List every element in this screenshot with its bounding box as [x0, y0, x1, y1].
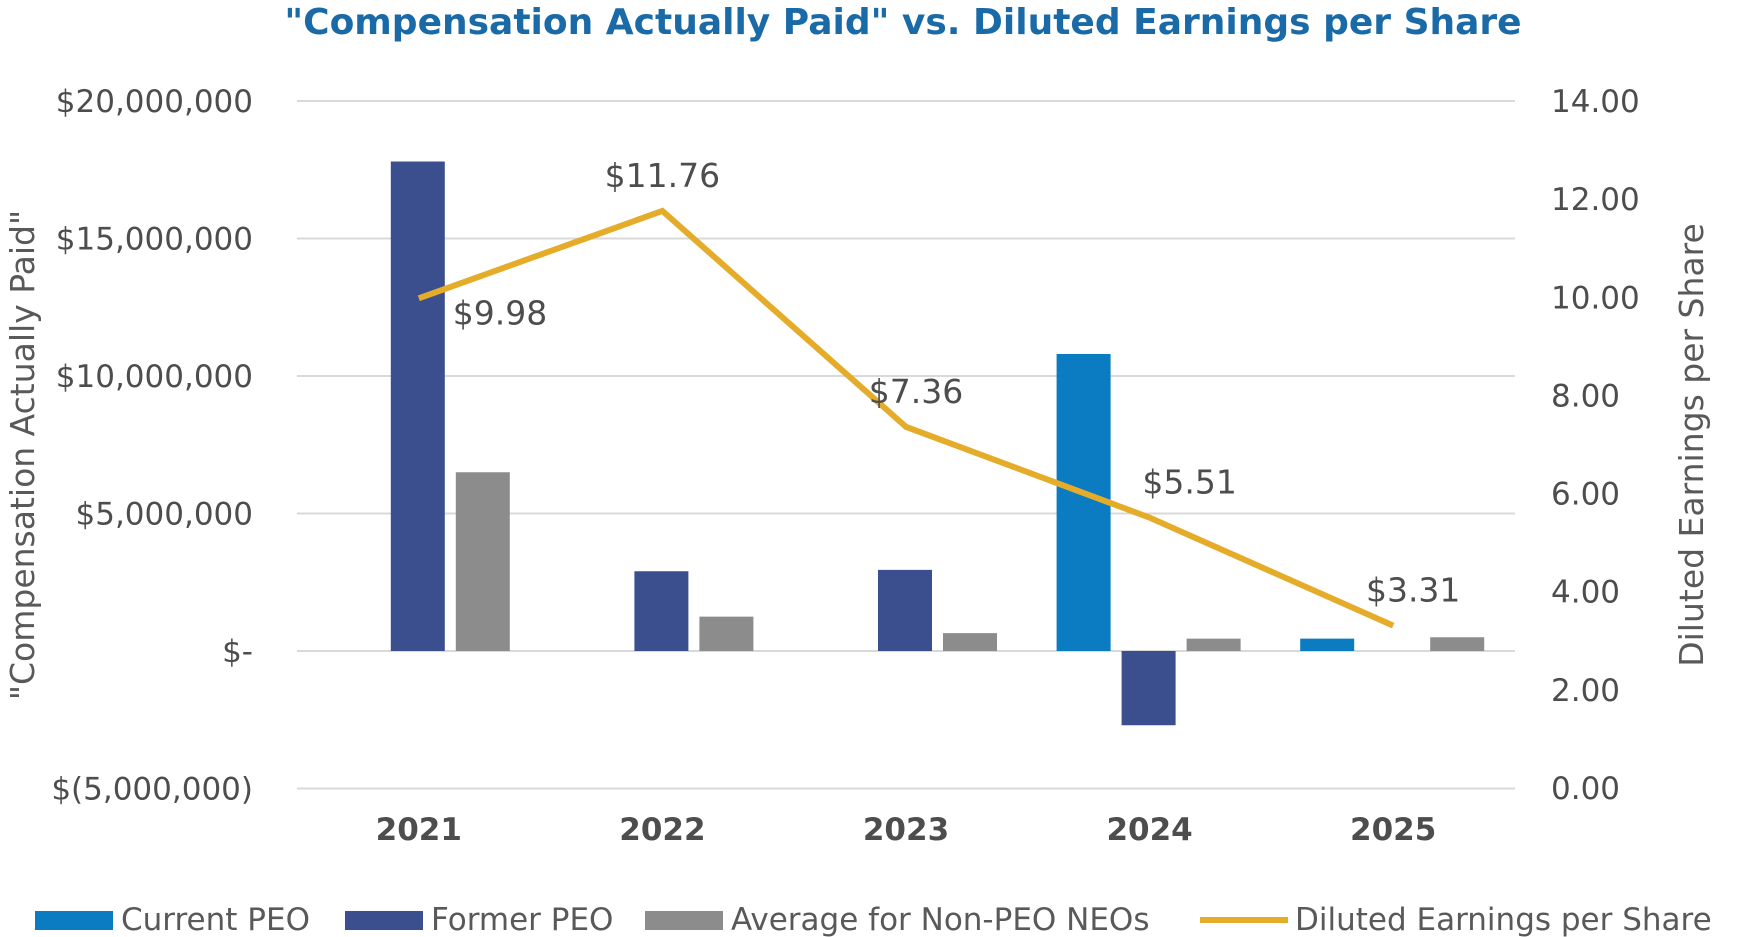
legend-swatch: [645, 911, 723, 930]
bar: [1121, 651, 1176, 726]
bar: [699, 616, 754, 651]
legend: Current PEO Former PEO Average for Non-PEO…: [35, 902, 1712, 937]
x-tick-label: 2025: [1350, 812, 1436, 848]
bar: [1186, 638, 1241, 651]
legend-label: Current PEO: [121, 902, 310, 937]
bar: [878, 569, 932, 651]
y-tick-label: $-: [222, 634, 253, 670]
x-tick-label: 2023: [863, 812, 949, 848]
data-label: $7.36: [869, 372, 963, 411]
bar: [455, 472, 510, 651]
legend-label: Diluted Earnings per Share: [1295, 902, 1712, 937]
bar: [1430, 637, 1485, 651]
legend-swatch: [35, 911, 113, 930]
bars: [390, 161, 1485, 726]
y-tick-label: $20,000,000: [56, 84, 253, 120]
axis-ticks: $20,000,000 $15,000,000 $10,000,000 $5,000,…: [51, 84, 1639, 848]
bar: [1300, 638, 1355, 651]
eps-line: $9.98 $11.76 $7.36 $5.51 $3.31: [417, 156, 1460, 629]
data-label: $11.76: [605, 156, 720, 195]
y-tick-label: $10,000,000: [56, 359, 253, 395]
y-axis-label: "Compensation Actually Paid": [3, 210, 42, 700]
y2-axis-label: Diluted Earnings per Share: [1672, 223, 1711, 667]
chart-title: "Compensation Actually Paid" vs. Diluted…: [284, 2, 1521, 43]
y2-tick-label: 2.00: [1551, 673, 1620, 709]
y-tick-label: $5,000,000: [76, 497, 254, 533]
y2-tick-label: 10.00: [1551, 280, 1640, 316]
legend-label: Average for Non-PEO NEOs: [731, 902, 1150, 937]
data-label: $5.51: [1142, 463, 1236, 502]
x-tick-label: 2022: [619, 812, 705, 848]
y2-tick-label: 12.00: [1551, 182, 1640, 218]
y-tick-label: $(5,000,000): [51, 772, 253, 808]
x-tick-label: 2024: [1106, 812, 1192, 848]
eps-line-path: [417, 207, 1395, 629]
y2-tick-label: 14.00: [1551, 84, 1640, 120]
bar: [943, 633, 997, 651]
y2-tick-label: 8.00: [1551, 378, 1620, 414]
y-tick-label: $15,000,000: [56, 222, 253, 258]
gridlines: [297, 100, 1515, 790]
y2-tick-label: 4.00: [1551, 575, 1620, 611]
legend-swatch: [345, 911, 423, 930]
x-tick-label: 2021: [376, 812, 462, 848]
bar: [390, 161, 445, 651]
bar: [634, 571, 689, 651]
data-label: $3.31: [1366, 571, 1460, 610]
y2-tick-label: 6.00: [1551, 477, 1620, 513]
y2-tick-label: 0.00: [1551, 771, 1620, 807]
data-label: $9.98: [453, 293, 547, 332]
legend-label: Former PEO: [431, 902, 613, 937]
